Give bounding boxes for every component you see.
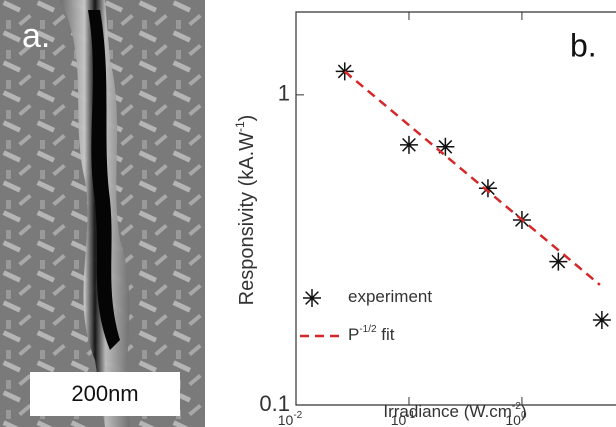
x-tick-label: 10-1 bbox=[391, 410, 416, 427]
marker bbox=[592, 310, 611, 329]
x-tick-base: 10 bbox=[278, 412, 294, 427]
marker bbox=[436, 137, 455, 156]
sem-image: a. 200nm bbox=[0, 0, 205, 427]
panel-label: b. bbox=[570, 27, 597, 63]
legend-suffix: fit bbox=[377, 325, 395, 344]
y-tick-label: 0.1 bbox=[259, 391, 290, 416]
legend-label: experiment bbox=[348, 287, 432, 306]
x-axis-label-tail: ) bbox=[521, 402, 527, 421]
x-tick-label: 10-2 bbox=[278, 410, 303, 427]
x-tick-base: 10 bbox=[391, 412, 407, 427]
y-tick-label: 1 bbox=[278, 81, 290, 106]
axes-frame bbox=[295, 11, 616, 406]
marker bbox=[478, 179, 497, 198]
legend-name: P bbox=[348, 325, 359, 344]
scale-bar-label: 200nm bbox=[71, 381, 138, 406]
x-axis-label-text: Irradiance (W.cm bbox=[383, 402, 511, 421]
x-tick-base: 10 bbox=[505, 412, 521, 427]
x-axis-label-sup: -2 bbox=[512, 401, 521, 412]
legend-marker bbox=[303, 289, 321, 307]
x-tick-label: 100 bbox=[505, 410, 527, 427]
x-tick-exponent: -2 bbox=[293, 410, 302, 421]
y-axis-label: Responsivity (kA.W-1) bbox=[233, 115, 258, 306]
y-axis-label-text: Responsivity (kA.W bbox=[236, 132, 258, 305]
legend-sup: -1/2 bbox=[359, 324, 377, 335]
x-tick-exponent: 0 bbox=[521, 410, 527, 421]
x-tick-exponent: -1 bbox=[406, 410, 415, 421]
fit-line bbox=[343, 70, 601, 286]
panel-label: a. bbox=[22, 17, 50, 55]
legend-name: experiment bbox=[348, 287, 432, 306]
y-axis-label-tail: ) bbox=[236, 115, 258, 122]
x-axis-label: Irradiance (W.cm-2) bbox=[383, 401, 526, 422]
marker bbox=[399, 135, 418, 154]
scale-bar-box bbox=[30, 372, 180, 416]
legend-label: P-1/2 fit bbox=[348, 324, 395, 345]
y-axis-label-sup: -1 bbox=[233, 121, 247, 132]
marker bbox=[549, 252, 568, 271]
